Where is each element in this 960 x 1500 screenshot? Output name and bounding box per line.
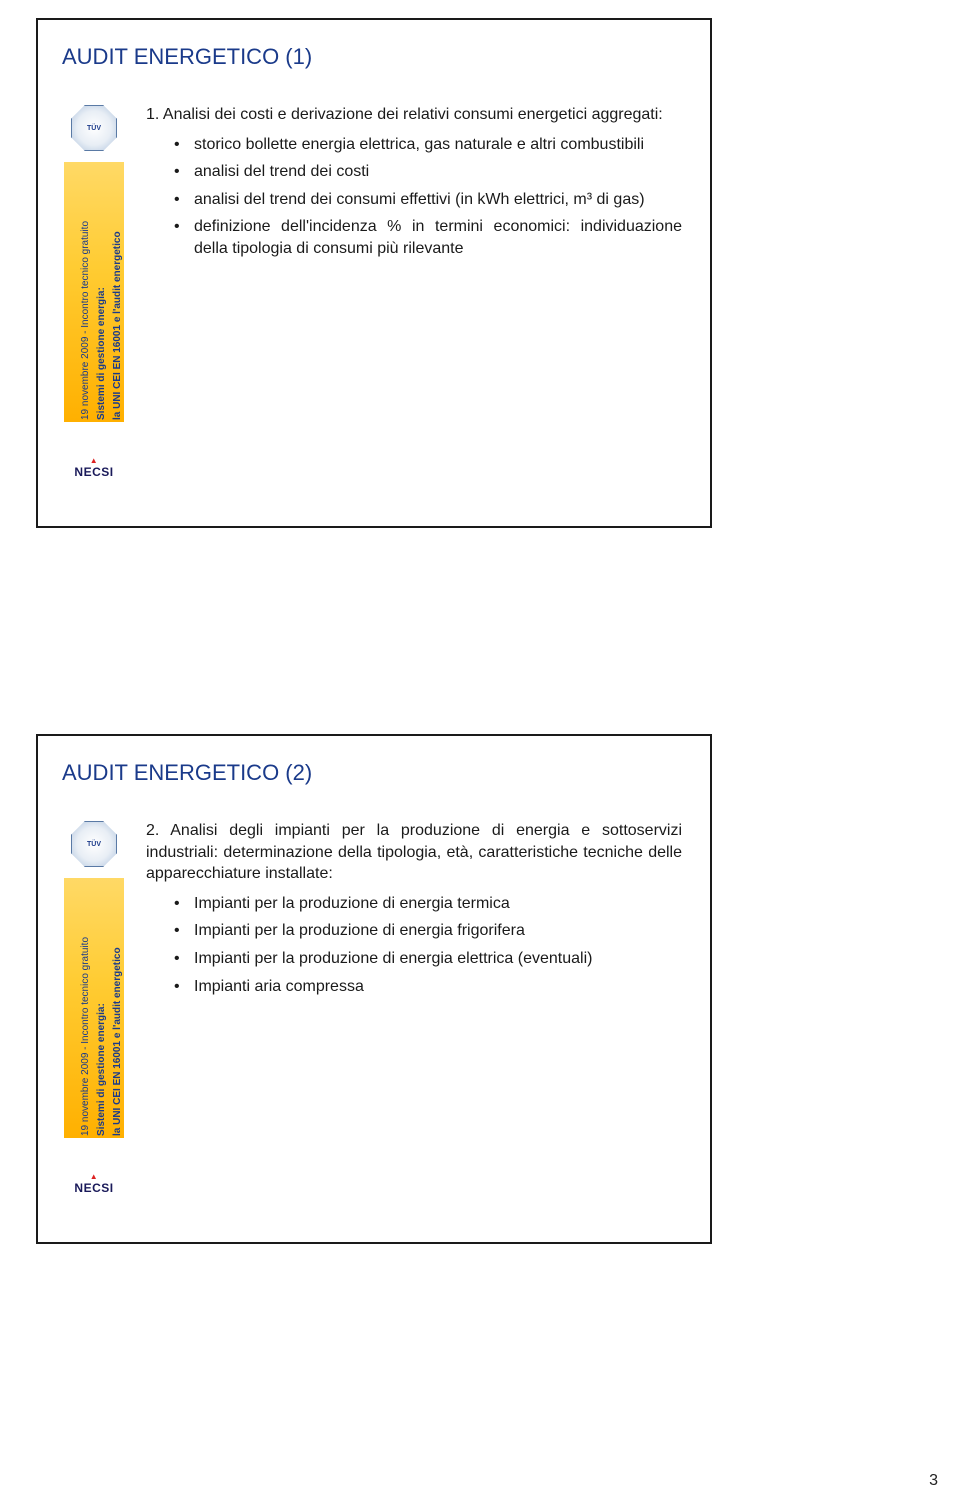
slide-1-title: AUDIT ENERGETICO (1) (62, 44, 312, 70)
list-item: Impianti per la produzione di energia el… (174, 948, 682, 970)
slide-1-content: 1. Analisi dei costi e derivazione dei r… (146, 104, 682, 266)
slide-2-content: 2. Analisi degli impianti per la produzi… (146, 820, 682, 1003)
sidebar-line-1: 19 novembre 2009 - Incontro tecnico grat… (80, 937, 91, 1136)
slide-2-bullets: Impianti per la produzione di energia te… (146, 893, 682, 997)
slide-1-bullets: storico bollette energia elettrica, gas … (146, 134, 682, 260)
tuv-logo: TÜV (64, 96, 124, 160)
page-number: 3 (929, 1472, 938, 1490)
list-item: analisi del trend dei consumi effettivi … (174, 189, 682, 211)
sidebar-band: 19 novembre 2009 - Incontro tecnico grat… (64, 162, 124, 422)
sidebar-line-2: Sistemi di gestione energia: (96, 1003, 107, 1136)
sidebar-line-1: 19 novembre 2009 - Incontro tecnico grat… (80, 221, 91, 420)
necsi-text: NECSI (74, 1172, 113, 1195)
slide-2: AUDIT ENERGETICO (2) TÜV 19 novembre 200… (36, 734, 712, 1244)
list-item: Impianti aria compressa (174, 976, 682, 998)
tuv-logo: TÜV (64, 812, 124, 876)
list-item: Impianti per la produzione di energia te… (174, 893, 682, 915)
slide-2-lead: 2. Analisi degli impianti per la produzi… (146, 820, 682, 885)
slide-1-lead: 1. Analisi dei costi e derivazione dei r… (146, 104, 682, 126)
sidebar-band: 19 novembre 2009 - Incontro tecnico grat… (64, 878, 124, 1138)
list-item: Impianti per la produzione di energia fr… (174, 920, 682, 942)
list-item: definizione dell'incidenza % in termini … (174, 216, 682, 259)
tuv-badge-icon: TÜV (71, 105, 117, 151)
necsi-text: NECSI (74, 456, 113, 479)
sidebar-line-3: la UNI CEI EN 16001 e l'audit energetico (112, 947, 123, 1136)
tuv-badge-icon: TÜV (71, 821, 117, 867)
list-item: analisi del trend dei costi (174, 161, 682, 183)
necsi-logo: NECSI (64, 422, 124, 512)
list-item: storico bollette energia elettrica, gas … (174, 134, 682, 156)
sidebar-line-3: la UNI CEI EN 16001 e l'audit energetico (112, 231, 123, 420)
slide-1: AUDIT ENERGETICO (1) TÜV 19 novembre 200… (36, 18, 712, 528)
slide-1-sidebar: TÜV 19 novembre 2009 - Incontro tecnico … (64, 108, 124, 512)
slide-2-title: AUDIT ENERGETICO (2) (62, 760, 312, 786)
sidebar-line-2: Sistemi di gestione energia: (96, 287, 107, 420)
slide-2-sidebar: TÜV 19 novembre 2009 - Incontro tecnico … (64, 824, 124, 1228)
necsi-logo: NECSI (64, 1138, 124, 1228)
